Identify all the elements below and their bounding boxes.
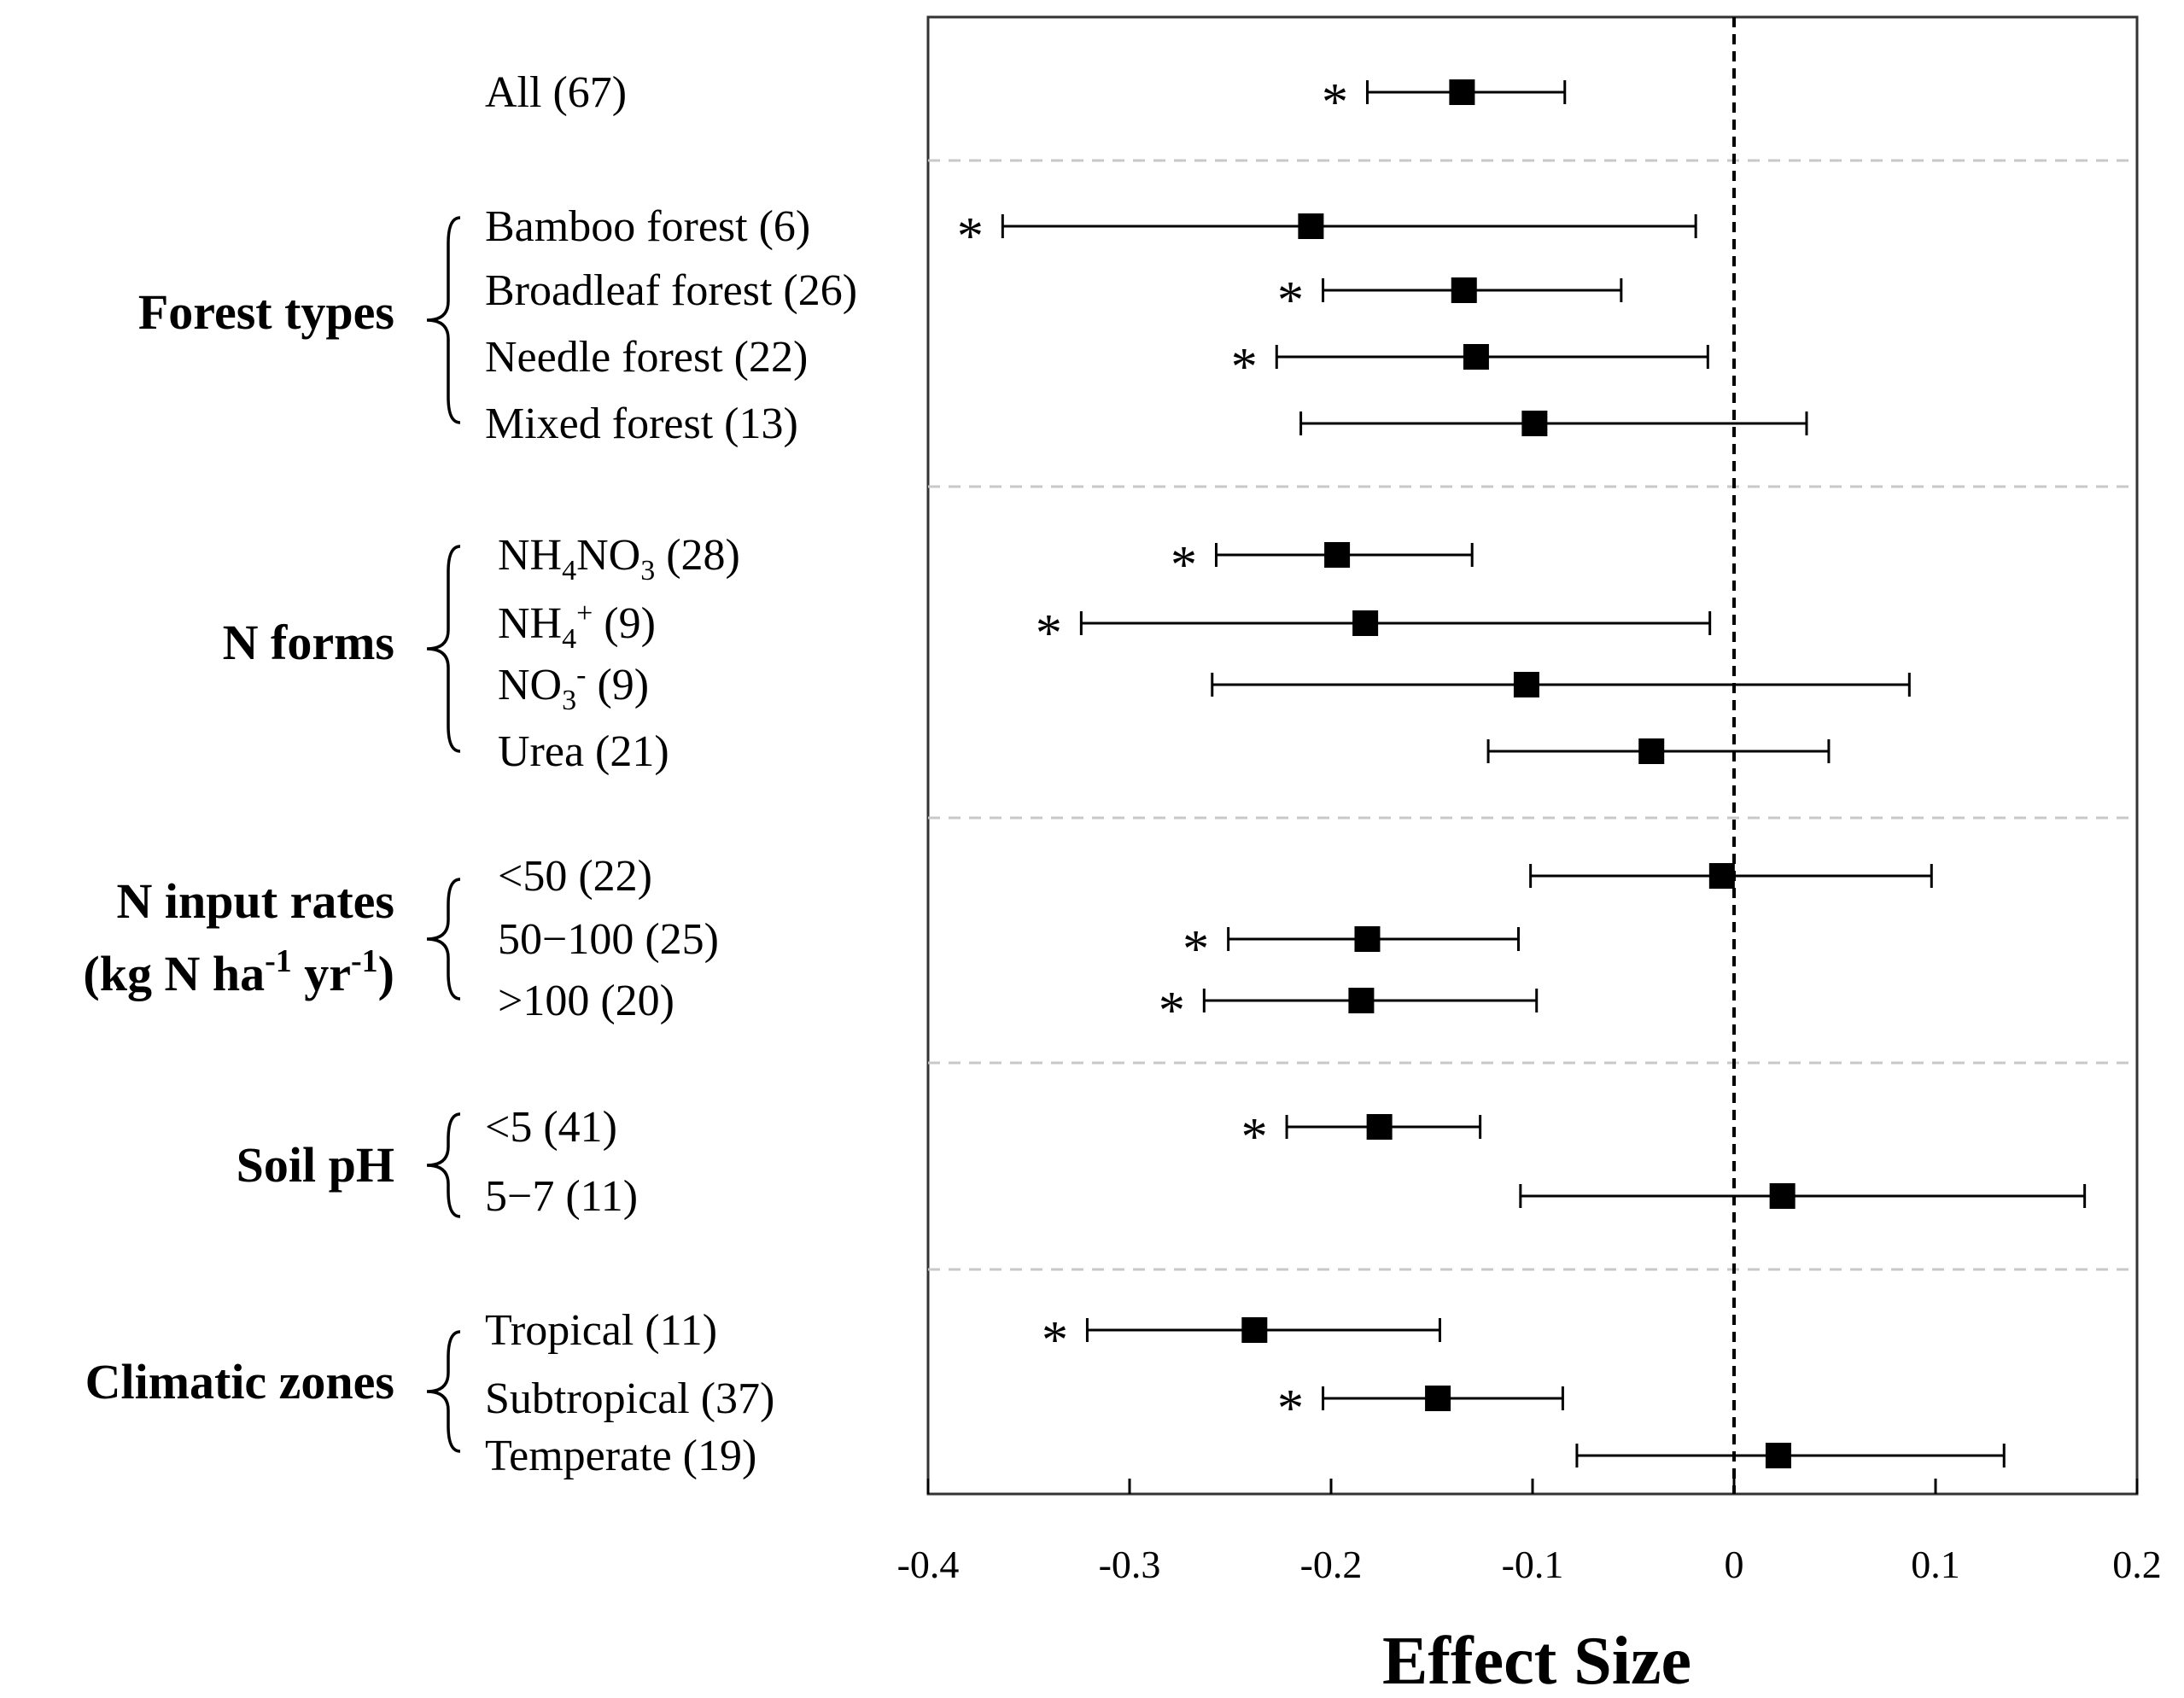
mean-marker <box>1451 277 1477 303</box>
group-label: N forms <box>223 615 394 670</box>
mean-marker <box>1521 411 1548 436</box>
row-label: Mixed forest (13) <box>485 400 798 448</box>
x-tick-label: 0 <box>1725 1543 1744 1586</box>
row-label: <50 (22) <box>498 852 652 901</box>
group-brace <box>426 216 461 424</box>
mean-marker <box>1708 863 1735 889</box>
plot-frame <box>926 15 2139 1496</box>
row-label: 5−7 (11) <box>485 1172 638 1221</box>
significance-star: * <box>1042 1311 1068 1369</box>
row-label: Urea (21) <box>498 727 669 776</box>
mean-marker <box>1324 542 1351 568</box>
group-separators <box>928 159 2137 1271</box>
significance-star: * <box>1231 338 1258 396</box>
significance-star: * <box>1277 1380 1304 1438</box>
group-label: N input rates <box>117 873 394 929</box>
significance-star: * <box>1322 73 1348 131</box>
group-label: Forest types <box>138 284 394 340</box>
mean-marker <box>1449 79 1475 105</box>
group-label: Climatic zones <box>85 1354 394 1409</box>
row-label: All (67) <box>485 68 627 117</box>
significance-star: * <box>1183 920 1209 978</box>
x-tick-label: 0.1 <box>1911 1543 1960 1586</box>
significance-star: * <box>1171 536 1197 594</box>
row-label: Broadleaf forest (26) <box>485 266 857 315</box>
mean-marker <box>1638 738 1665 764</box>
mean-marker <box>1298 213 1324 239</box>
row-label: NO3- (9) <box>498 659 649 716</box>
group-label-unit: (kg N ha-1 yr-1) <box>83 943 394 1001</box>
group-brace <box>426 878 461 1001</box>
mean-marker <box>1366 1114 1393 1140</box>
x-tick-label: -0.2 <box>1300 1543 1363 1586</box>
x-tick-label: -0.3 <box>1099 1543 1161 1586</box>
row-label: 50−100 (25) <box>498 915 719 964</box>
group-label: Soil pH <box>237 1137 394 1193</box>
significance-star: * <box>1241 1108 1268 1166</box>
row-label: NH4+ (9) <box>498 598 656 655</box>
significance-star: * <box>1277 271 1304 330</box>
x-tick-label: -0.4 <box>897 1543 960 1586</box>
row-label: NH4NO3 (28) <box>498 531 740 586</box>
mean-marker <box>1241 1317 1268 1343</box>
row-label: Temperate (19) <box>485 1432 756 1480</box>
effect-points: *********** <box>957 73 2087 1468</box>
mean-marker <box>1354 926 1381 952</box>
row-label: Subtropical (37) <box>485 1374 774 1423</box>
row-label: Tropical (11) <box>485 1306 717 1355</box>
row-label: Bamboo forest (6) <box>485 202 810 251</box>
group-brace <box>426 1330 461 1453</box>
mean-marker <box>1769 1183 1796 1209</box>
mean-marker <box>1425 1386 1451 1411</box>
group-brace <box>426 1112 461 1218</box>
mean-marker <box>1348 988 1375 1013</box>
row-label: <5 (41) <box>485 1103 617 1152</box>
row-label: >100 (20) <box>498 977 674 1025</box>
x-tick-label: 0.2 <box>2112 1543 2162 1586</box>
significance-star: * <box>1036 604 1062 662</box>
plot-border <box>926 15 2139 1496</box>
group-labels: Forest types N forms N input rates (kg N ha… <box>83 216 461 1453</box>
mean-marker <box>1765 1443 1791 1468</box>
mean-marker <box>1513 672 1539 697</box>
row-label: Needle forest (22) <box>485 333 808 382</box>
significance-star: * <box>1159 982 1185 1040</box>
significance-star: * <box>957 207 984 265</box>
x-axis-title: Effect Size <box>1382 1624 1691 1698</box>
group-brace <box>426 545 461 753</box>
mean-marker <box>1463 344 1489 370</box>
x-tick-label: -0.1 <box>1502 1543 1564 1586</box>
x-axis-ticks: -0.4 -0.3 -0.2 -0.1 0 0.1 0.2 <box>897 1479 2162 1586</box>
row-labels: All (67) Bamboo forest (6) Broadleaf fores… <box>485 68 857 1480</box>
mean-marker <box>1352 610 1379 636</box>
